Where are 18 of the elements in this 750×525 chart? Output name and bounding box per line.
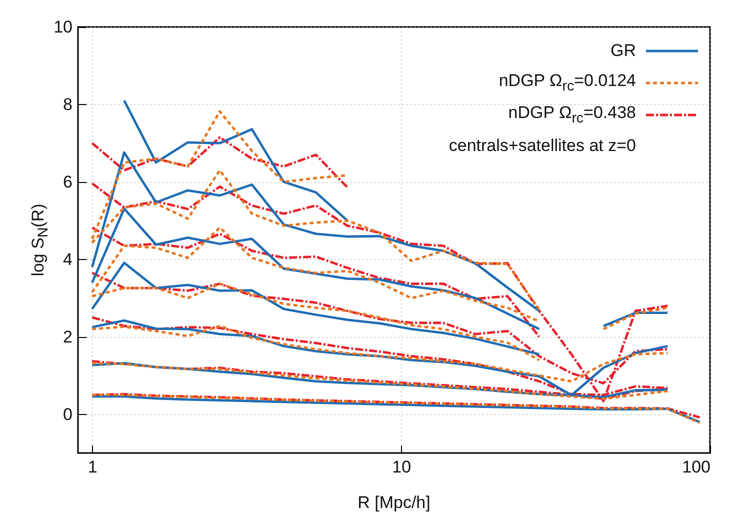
y-tick-label: 10 [54, 18, 72, 36]
x-tick-label: 1 [88, 458, 98, 476]
x-axis-title: R [Mpc/h] [358, 493, 430, 513]
y-tick-label: 4 [63, 250, 72, 269]
y-tick-label: 6 [63, 172, 72, 192]
line-series [90, 136, 349, 189]
y-tick-label: 8 [63, 94, 72, 114]
legend-label: nDGP Ω$_{rc}$=0.0124 [498, 71, 636, 95]
line-series [90, 324, 669, 383]
y-tick-label: 2 [63, 327, 72, 346]
legend-label: nDGP Ω$_{rc}$=0.438 [508, 103, 636, 127]
annotation: centrals+satellites at z=0 [448, 135, 637, 157]
legend-label: GR [610, 41, 636, 61]
line-series [123, 99, 349, 222]
line-series [90, 182, 669, 402]
y-tick-label: 0 [63, 404, 72, 424]
x-tick-label: 10 [392, 458, 412, 476]
x-tick-label: 100 [682, 458, 710, 476]
